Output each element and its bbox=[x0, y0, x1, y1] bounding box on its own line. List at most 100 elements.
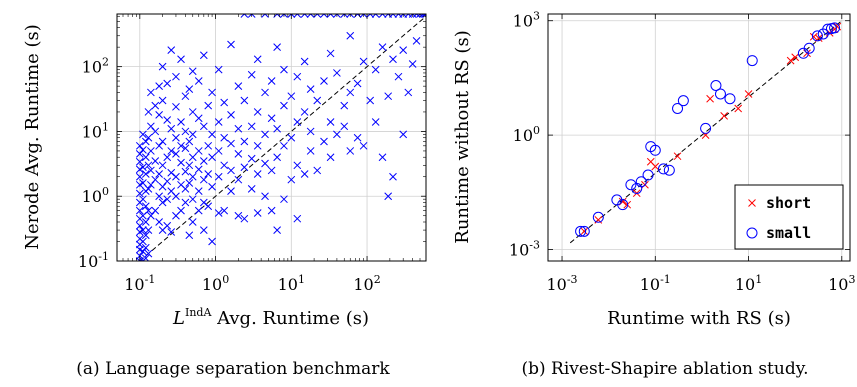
panel-a-point bbox=[177, 206, 185, 215]
panel-a-point bbox=[199, 175, 208, 184]
panel-b-x-tick-label: 10-3 bbox=[546, 273, 577, 294]
panel-a-point bbox=[293, 72, 302, 81]
panel-a-point bbox=[167, 124, 176, 133]
panel-a-point bbox=[172, 133, 180, 142]
panel-a-point bbox=[139, 237, 147, 246]
panel-a-point bbox=[155, 218, 163, 226]
panel-a-point bbox=[155, 82, 163, 91]
panel-a-point bbox=[340, 101, 349, 110]
panel-a-point bbox=[151, 175, 160, 184]
panel-b-point-small bbox=[575, 225, 587, 237]
panel-b-point-small bbox=[642, 169, 654, 181]
panel-a-point bbox=[326, 49, 335, 58]
panel-a-y-tick-label: 102 bbox=[82, 56, 109, 77]
panel-a-point bbox=[172, 72, 180, 81]
panel-a-point bbox=[240, 14, 249, 18]
legend-short-marker bbox=[748, 199, 756, 207]
panel-b-point-small bbox=[635, 176, 647, 188]
panel-b-point-short bbox=[809, 32, 818, 41]
panel-a-point bbox=[135, 221, 144, 230]
panel-a-point bbox=[313, 14, 322, 18]
panel-a-point bbox=[326, 153, 335, 162]
panel-a-point bbox=[208, 153, 216, 162]
panel-a-point bbox=[399, 130, 408, 139]
panel-a-point bbox=[141, 218, 150, 226]
panel-a-point bbox=[280, 141, 288, 150]
panel-a-point bbox=[188, 195, 197, 204]
panel-a-point bbox=[181, 92, 190, 101]
panel-b-point-short bbox=[673, 152, 682, 161]
panel-a-point bbox=[139, 247, 147, 256]
panel-a-point bbox=[181, 184, 190, 193]
panel-b-frame bbox=[547, 13, 851, 262]
panel-a-point bbox=[147, 122, 155, 131]
panel-a-point bbox=[214, 65, 223, 74]
panel-a-point bbox=[240, 96, 249, 105]
panel-a-point bbox=[194, 206, 203, 215]
panel-a-point bbox=[214, 118, 223, 126]
panel-a-x-tick-label: 10-1 bbox=[124, 273, 155, 294]
legend-small-marker bbox=[746, 227, 758, 239]
panel-a-point bbox=[135, 157, 144, 166]
panel-a-point bbox=[261, 14, 269, 18]
panel-b-point-small bbox=[700, 122, 712, 134]
panel-a-point bbox=[181, 127, 190, 136]
panel-a-point bbox=[300, 108, 309, 116]
panel-a-point bbox=[240, 163, 249, 172]
panel-a-point bbox=[141, 231, 150, 240]
panel-a-point bbox=[234, 150, 243, 158]
panel-a-point bbox=[340, 14, 349, 18]
panel-b-ylabel: Runtime without RS (s) bbox=[452, 30, 473, 243]
panel-a-point bbox=[167, 147, 176, 155]
panel-a-point bbox=[234, 124, 243, 133]
panel-a-point bbox=[378, 153, 387, 162]
panel-a-ticks: 10-1 100 101 102 10-1 100 101 102 bbox=[78, 14, 426, 294]
panel-a-point bbox=[293, 14, 302, 18]
panel-a-point bbox=[253, 141, 262, 150]
panel-b-diagonal-line bbox=[569, 20, 843, 244]
panel-b-point-small bbox=[710, 80, 722, 92]
panel-a-point bbox=[141, 243, 150, 252]
panel-b-point-short bbox=[580, 227, 589, 236]
panel-a-point bbox=[188, 108, 197, 116]
panel-b-x-tick-label: 101 bbox=[735, 273, 762, 294]
panel-a-point bbox=[204, 170, 213, 178]
panel-a-point bbox=[261, 159, 269, 168]
panel-b-point-small bbox=[663, 164, 675, 176]
panel-a-y-tick-label: 101 bbox=[82, 120, 109, 141]
panel-a-point bbox=[177, 55, 185, 64]
panel-b-point-small bbox=[631, 182, 643, 194]
panel-b-xlabel: Runtime with RS (s) bbox=[607, 308, 791, 329]
panel-a-point bbox=[188, 153, 197, 162]
panel-a-point bbox=[208, 237, 216, 246]
panel-a-point bbox=[247, 154, 256, 163]
panel-a-point bbox=[220, 98, 229, 107]
panel-a-point bbox=[320, 14, 328, 18]
panel-a-point bbox=[384, 92, 393, 101]
panel-a-point bbox=[172, 172, 180, 181]
panel-a-point bbox=[135, 172, 144, 181]
panel-a-point bbox=[155, 111, 163, 119]
panel-b: 10-3 10-1 101 103 10-3 100 103 Runtime without… bbox=[452, 10, 855, 379]
panel-b-point-small bbox=[822, 23, 834, 35]
panel-a-point bbox=[139, 145, 147, 154]
panel-a-point bbox=[300, 57, 309, 66]
panel-a-point bbox=[155, 192, 163, 201]
panel-a-point bbox=[313, 96, 322, 105]
panel-a-point bbox=[185, 179, 194, 187]
panel-a-point bbox=[359, 141, 368, 150]
panel-a-point bbox=[147, 211, 155, 220]
panel-a-point bbox=[273, 153, 281, 162]
panel-a-point bbox=[158, 182, 167, 191]
panel-a-point bbox=[135, 141, 144, 150]
panel-a-x-tick-label: 100 bbox=[202, 273, 229, 294]
panel-a-point bbox=[326, 14, 335, 18]
panel-a-point bbox=[247, 184, 256, 193]
panel-a-point bbox=[194, 165, 203, 174]
panel-a-point bbox=[287, 175, 296, 184]
panel-a-point bbox=[141, 202, 150, 211]
panel-a-point bbox=[412, 14, 421, 18]
panel-a-point bbox=[155, 170, 163, 178]
panel-a-point bbox=[293, 118, 302, 126]
panel-a-point bbox=[378, 43, 387, 52]
